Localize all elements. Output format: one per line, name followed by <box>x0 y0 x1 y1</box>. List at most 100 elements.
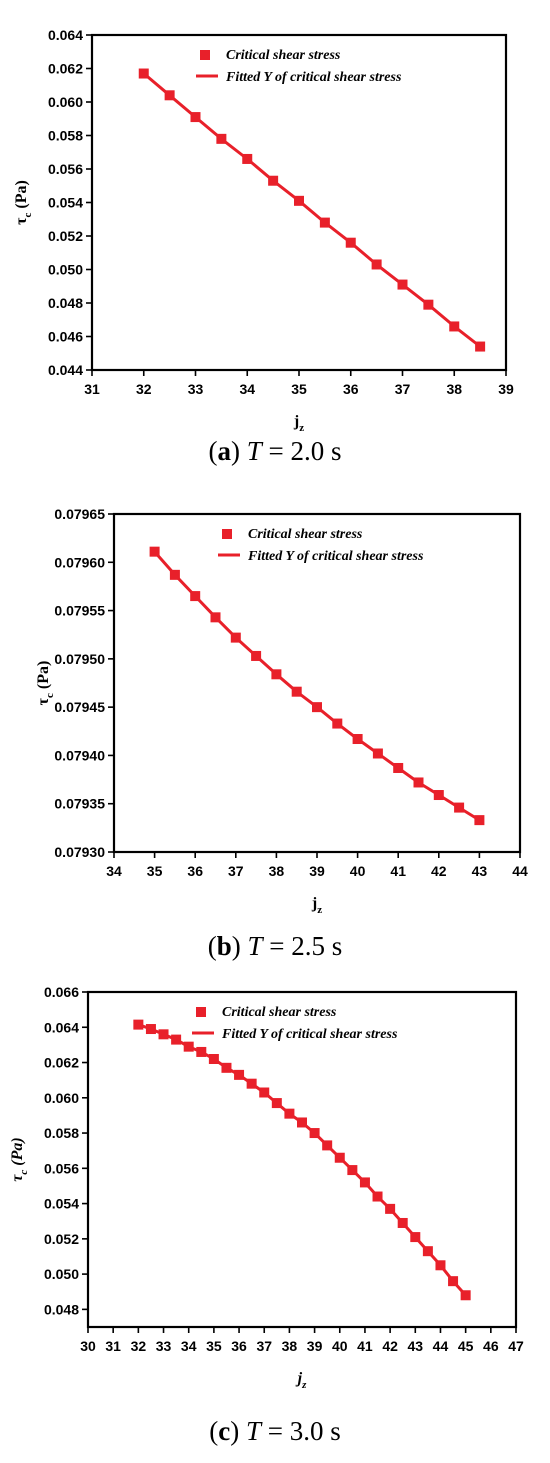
data-point <box>216 133 227 144</box>
data-point <box>251 650 262 661</box>
data-point <box>410 1232 421 1243</box>
y-tick-label: 0.07965 <box>54 506 105 522</box>
x-tick-label: 36 <box>231 1338 247 1354</box>
x-tick-label: 34 <box>106 863 122 879</box>
data-point <box>208 1054 219 1064</box>
y-tick-label: 0.07945 <box>54 699 105 715</box>
x-tick-label: 34 <box>181 1338 197 1354</box>
data-point <box>221 1062 232 1073</box>
x-tick-label: 38 <box>269 863 285 879</box>
data-point <box>397 1217 408 1228</box>
chart-caption: (c) T = 3.0 s <box>209 1416 341 1446</box>
x-tick-label: 35 <box>206 1338 222 1354</box>
fitted-line <box>153 550 481 822</box>
x-tick-label: 41 <box>357 1338 373 1354</box>
y-tick-label: 0.054 <box>44 1196 79 1212</box>
x-tick-label: 36 <box>187 863 203 879</box>
x-tick-label: 47 <box>508 1338 524 1354</box>
data-point <box>230 632 241 643</box>
data-point <box>190 112 201 123</box>
chart-panel-b: 34 35 36 37 38 39 40 41 42 43 44 0.07930 0.07935 0.07… <box>0 495 550 978</box>
data-point <box>423 299 434 310</box>
data-point <box>393 762 404 773</box>
data-point <box>259 1087 270 1098</box>
y-tick-label: 0.052 <box>48 228 83 244</box>
data-point <box>169 569 180 580</box>
x-tick-label: 37 <box>228 863 244 879</box>
plot-frame <box>112 512 522 854</box>
data-point <box>158 1029 169 1040</box>
y-tick-label: 0.046 <box>48 329 83 345</box>
x-tick-label: 41 <box>390 863 406 879</box>
x-tick-label: 38 <box>446 381 462 397</box>
y-tick-label: 0.062 <box>44 1055 79 1071</box>
data-point <box>322 1140 333 1151</box>
chart-caption: (b) T = 2.5 s <box>208 931 343 961</box>
data-point <box>371 259 382 270</box>
x-tick-label: 35 <box>291 381 307 397</box>
data-point <box>347 1165 358 1176</box>
data-point <box>334 1152 345 1163</box>
data-point <box>422 1246 433 1257</box>
x-tick-label: 39 <box>498 381 514 397</box>
x-tick-label: 44 <box>433 1338 449 1354</box>
data-point <box>196 1046 207 1057</box>
x-tick-label: 38 <box>282 1338 298 1354</box>
data-point <box>449 321 460 332</box>
data-point <box>352 734 363 745</box>
x-axis-label: jz <box>295 1370 307 1391</box>
x-tick-label: 37 <box>256 1338 272 1354</box>
y-tick-label: 0.07930 <box>54 844 105 860</box>
x-tick-label: 32 <box>131 1338 147 1354</box>
plot-frame <box>86 990 518 1329</box>
y-tick-label: 0.066 <box>44 984 79 1000</box>
x-tick-label: 43 <box>472 863 488 879</box>
data-point <box>454 802 465 813</box>
legend-label-line: Fitted Y of critical shear stress <box>225 70 402 85</box>
x-tick-label: 36 <box>343 381 359 397</box>
data-point <box>271 669 282 680</box>
y-tick-label: 0.07935 <box>54 796 105 812</box>
x-tick-label: 31 <box>105 1338 121 1354</box>
y-axis-label: τc (Pa) <box>9 1137 30 1181</box>
x-tick-label: 42 <box>382 1338 398 1354</box>
chart-c: 30 31 32 33 34 35 36 37 38 39 40 41 42 43 44 45 46 47 0.04… <box>9 984 524 1446</box>
y-tick-label: 0.050 <box>44 1266 79 1282</box>
x-axis-label: jz <box>311 895 322 916</box>
legend-marker-icon <box>222 529 232 539</box>
data-point <box>242 153 253 164</box>
y-tick-label: 0.048 <box>44 1301 79 1317</box>
data-point <box>372 748 383 759</box>
x-tick-label: 35 <box>147 863 163 879</box>
legend-label-markers: Critical shear stress <box>226 48 341 63</box>
x-tick-label: 33 <box>188 381 204 397</box>
y-tick-label: 0.07950 <box>54 651 105 667</box>
x-tick-label: 32 <box>136 381 152 397</box>
y-tick-label: 0.062 <box>48 61 83 77</box>
x-tick-label: 30 <box>80 1338 96 1354</box>
x-tick-label: 39 <box>307 1338 323 1354</box>
y-tick-label: 0.07955 <box>54 603 105 619</box>
y-tick-label: 0.064 <box>48 27 83 43</box>
y-axis-label: τc (Pa) <box>13 180 34 225</box>
legend-label-markers: Critical shear stress <box>248 527 363 542</box>
data-point <box>149 546 160 557</box>
y-tick-label: 0.048 <box>48 295 83 311</box>
legend-label-line: Fitted Y of critical shear stress <box>221 1027 398 1042</box>
y-axis-label: τc (Pa) <box>35 661 56 706</box>
data-point <box>190 591 201 602</box>
data-point <box>385 1203 396 1214</box>
x-tick-label: 31 <box>84 381 100 397</box>
y-tick-label: 0.07960 <box>54 554 105 570</box>
y-tick-label: 0.044 <box>48 362 83 378</box>
y-tick-label: 0.050 <box>48 262 83 278</box>
x-tick-label: 45 <box>458 1338 474 1354</box>
fitted-line <box>137 1023 467 1297</box>
data-point <box>164 90 175 101</box>
data-point <box>268 175 279 186</box>
data-point <box>145 1024 156 1035</box>
data-point <box>372 1191 383 1202</box>
data-point <box>271 1098 282 1109</box>
data-point <box>397 279 408 290</box>
y-tick-label: 0.064 <box>44 1019 79 1035</box>
